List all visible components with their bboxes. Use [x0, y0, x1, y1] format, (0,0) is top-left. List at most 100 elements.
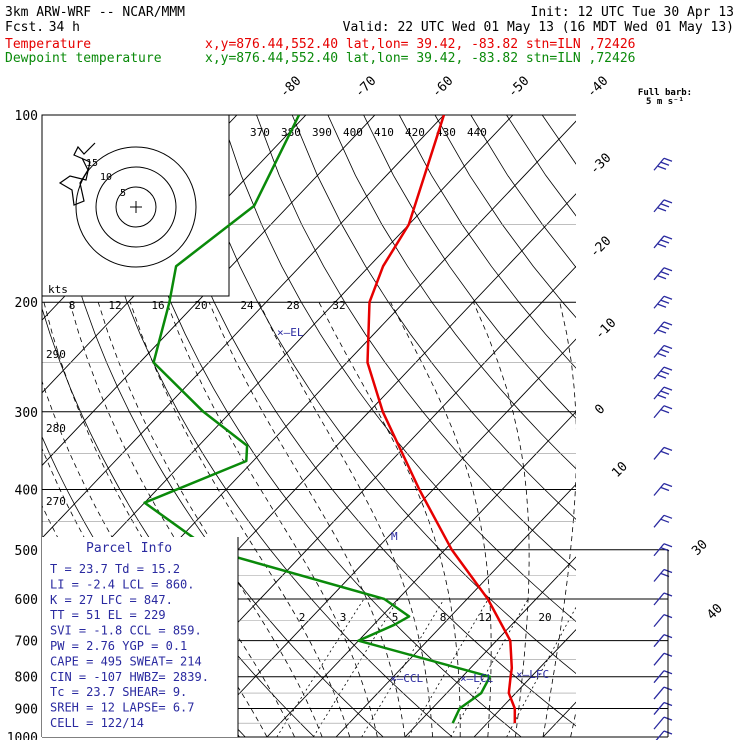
wind-barb — [653, 482, 673, 496]
isotherm-label: -80 — [277, 74, 304, 101]
model-title: 3km ARW-WRF -- NCAR/MMM — [5, 5, 185, 20]
dry-adiabat — [685, 115, 740, 737]
theta-label-top: 430 — [436, 126, 456, 139]
mixing-ratio-line — [408, 598, 489, 737]
wind-barb — [653, 235, 673, 249]
pressure-label-600: 600 — [15, 593, 38, 608]
wind-barb-flag — [660, 161, 670, 166]
thetae-label: 28 — [286, 299, 299, 312]
parcel-info-rows: T = 23.7 Td = 15.2LI = -2.4 LCL = 860. K … — [50, 537, 239, 737]
moist-adiabat — [598, 302, 702, 737]
moist-adiabat — [69, 302, 295, 737]
isotherm-line — [473, 628, 576, 737]
wind-barb-staff — [653, 483, 665, 496]
dewpoint-legend: Dewpoint temperature — [5, 51, 162, 66]
hodograph-ring-label-5: 5 — [120, 188, 126, 199]
wind-barb-flag — [663, 405, 673, 410]
wind-barb-flag — [657, 329, 667, 334]
pressure-label-300: 300 — [15, 406, 38, 421]
theta-label-top: 420 — [405, 126, 425, 139]
hodograph-units: kts — [48, 283, 68, 296]
parcel-info-row: Tc = 23.7 SHEAR= 9. — [50, 685, 187, 699]
thetae-label: 12 — [108, 299, 121, 312]
dewpoint-trace — [143, 115, 492, 724]
isotherm-line — [612, 115, 740, 737]
wind-barb-flag — [657, 207, 667, 212]
wind-barb-flag — [660, 450, 670, 456]
thetae-label: 24 — [240, 299, 254, 312]
temperature-location-info: x,y=876.44,552.40 lat,lon= 39.42, -83.82… — [205, 37, 635, 52]
moist-adiabat — [208, 302, 406, 737]
wind-barb — [653, 514, 673, 528]
mixing-ratio-label: 20 — [538, 611, 551, 624]
wind-barb-staff — [653, 716, 665, 730]
dry-adiabat — [434, 115, 576, 319]
parcel-info-row: CAPE = 495 SWEAT= 214 — [50, 654, 202, 668]
isotherm-label-40: 40 — [704, 601, 726, 623]
wind-barb-staff — [653, 614, 665, 628]
wind-barb-flag — [660, 348, 670, 354]
parcel-info-row: SREH = 12 LAPSE= 6.7 — [50, 701, 195, 715]
wind-barb — [653, 157, 673, 171]
hodograph: 5 10 15 — [58, 142, 197, 268]
wind-barb — [653, 295, 673, 309]
wind-barb-staff — [653, 366, 665, 380]
wind-barb-flag — [663, 366, 673, 371]
moist-adiabat — [258, 302, 433, 737]
theta-label-left: 280 — [46, 422, 66, 435]
wind-barb-staff — [653, 543, 665, 557]
hodograph-ring-5 — [115, 186, 157, 228]
parcel-info-row: LI = -2.4 LCL = 860. — [50, 577, 195, 591]
wind-barb — [653, 321, 673, 335]
wind-barb-flag — [657, 352, 667, 358]
level-marker-el: ×–EL — [277, 326, 304, 339]
wind-barb — [653, 446, 673, 460]
wind-barb — [653, 568, 673, 582]
wind-barb-staff — [653, 295, 665, 309]
pressure-label-200: 200 — [15, 296, 38, 311]
parcel-info-row: K = 27 LFC = 847. — [50, 593, 173, 607]
wind-barb-flag — [657, 243, 667, 248]
dewpoint-location-info: x,y=876.44,552.40 lat,lon= 39.42, -83.82… — [205, 51, 635, 66]
hodograph-ring-label-10: 10 — [100, 172, 112, 183]
wind-barb-flag — [663, 295, 673, 300]
forecast-hour: 34 h — [49, 20, 80, 35]
wind-barb-staff — [655, 730, 665, 740]
isotherm-label: -60 — [429, 74, 456, 101]
wind-barb-flag — [663, 386, 673, 391]
parcel-info-box — [42, 537, 238, 737]
thetae-label: 8 — [69, 299, 76, 312]
isotherm-line — [266, 411, 576, 737]
pressure-label-900: 900 — [15, 703, 38, 718]
wind-barb-staff — [653, 569, 665, 582]
wind-barb-staff — [653, 592, 665, 606]
theta-label-top: 390 — [312, 126, 332, 139]
thetae-label: 16 — [151, 299, 164, 312]
theta-label-top: 370 — [250, 126, 270, 139]
wind-barb-flag — [657, 275, 667, 280]
isotherm-line — [42, 115, 514, 612]
isotherm-line — [681, 115, 740, 737]
wind-barb-flag — [657, 165, 667, 170]
wind-barb-staff — [653, 321, 665, 335]
level-marker-lfc: ×–LFC — [516, 668, 549, 681]
isotherm-line — [335, 483, 576, 737]
isotherm-label: -20 — [587, 234, 614, 261]
mixing-ratio-label: 2 — [299, 611, 306, 624]
dry-adiabat — [398, 115, 576, 369]
wind-barb-staff — [653, 267, 665, 281]
dry-adiabat — [184, 115, 576, 674]
wind-barbs — [653, 157, 673, 740]
wind-barb-flag — [660, 390, 670, 395]
hodograph-ring-10 — [95, 166, 177, 248]
isotherm-label: -50 — [505, 74, 532, 101]
wind-barb-flag — [663, 482, 673, 488]
temperature-legend: Temperature — [5, 37, 91, 52]
dry-adiabat — [614, 115, 740, 737]
parcel-info-row: T = 23.7 Td = 15.2 — [50, 562, 180, 576]
parcel-info-row: PW = 2.76 YGP = 0.1 — [50, 639, 187, 653]
wind-barb — [653, 366, 673, 380]
wind-barb-staff — [653, 514, 665, 528]
soundings — [143, 115, 517, 724]
init-time: Init: 12 UTC Tue 30 Apr 13 — [531, 5, 735, 20]
